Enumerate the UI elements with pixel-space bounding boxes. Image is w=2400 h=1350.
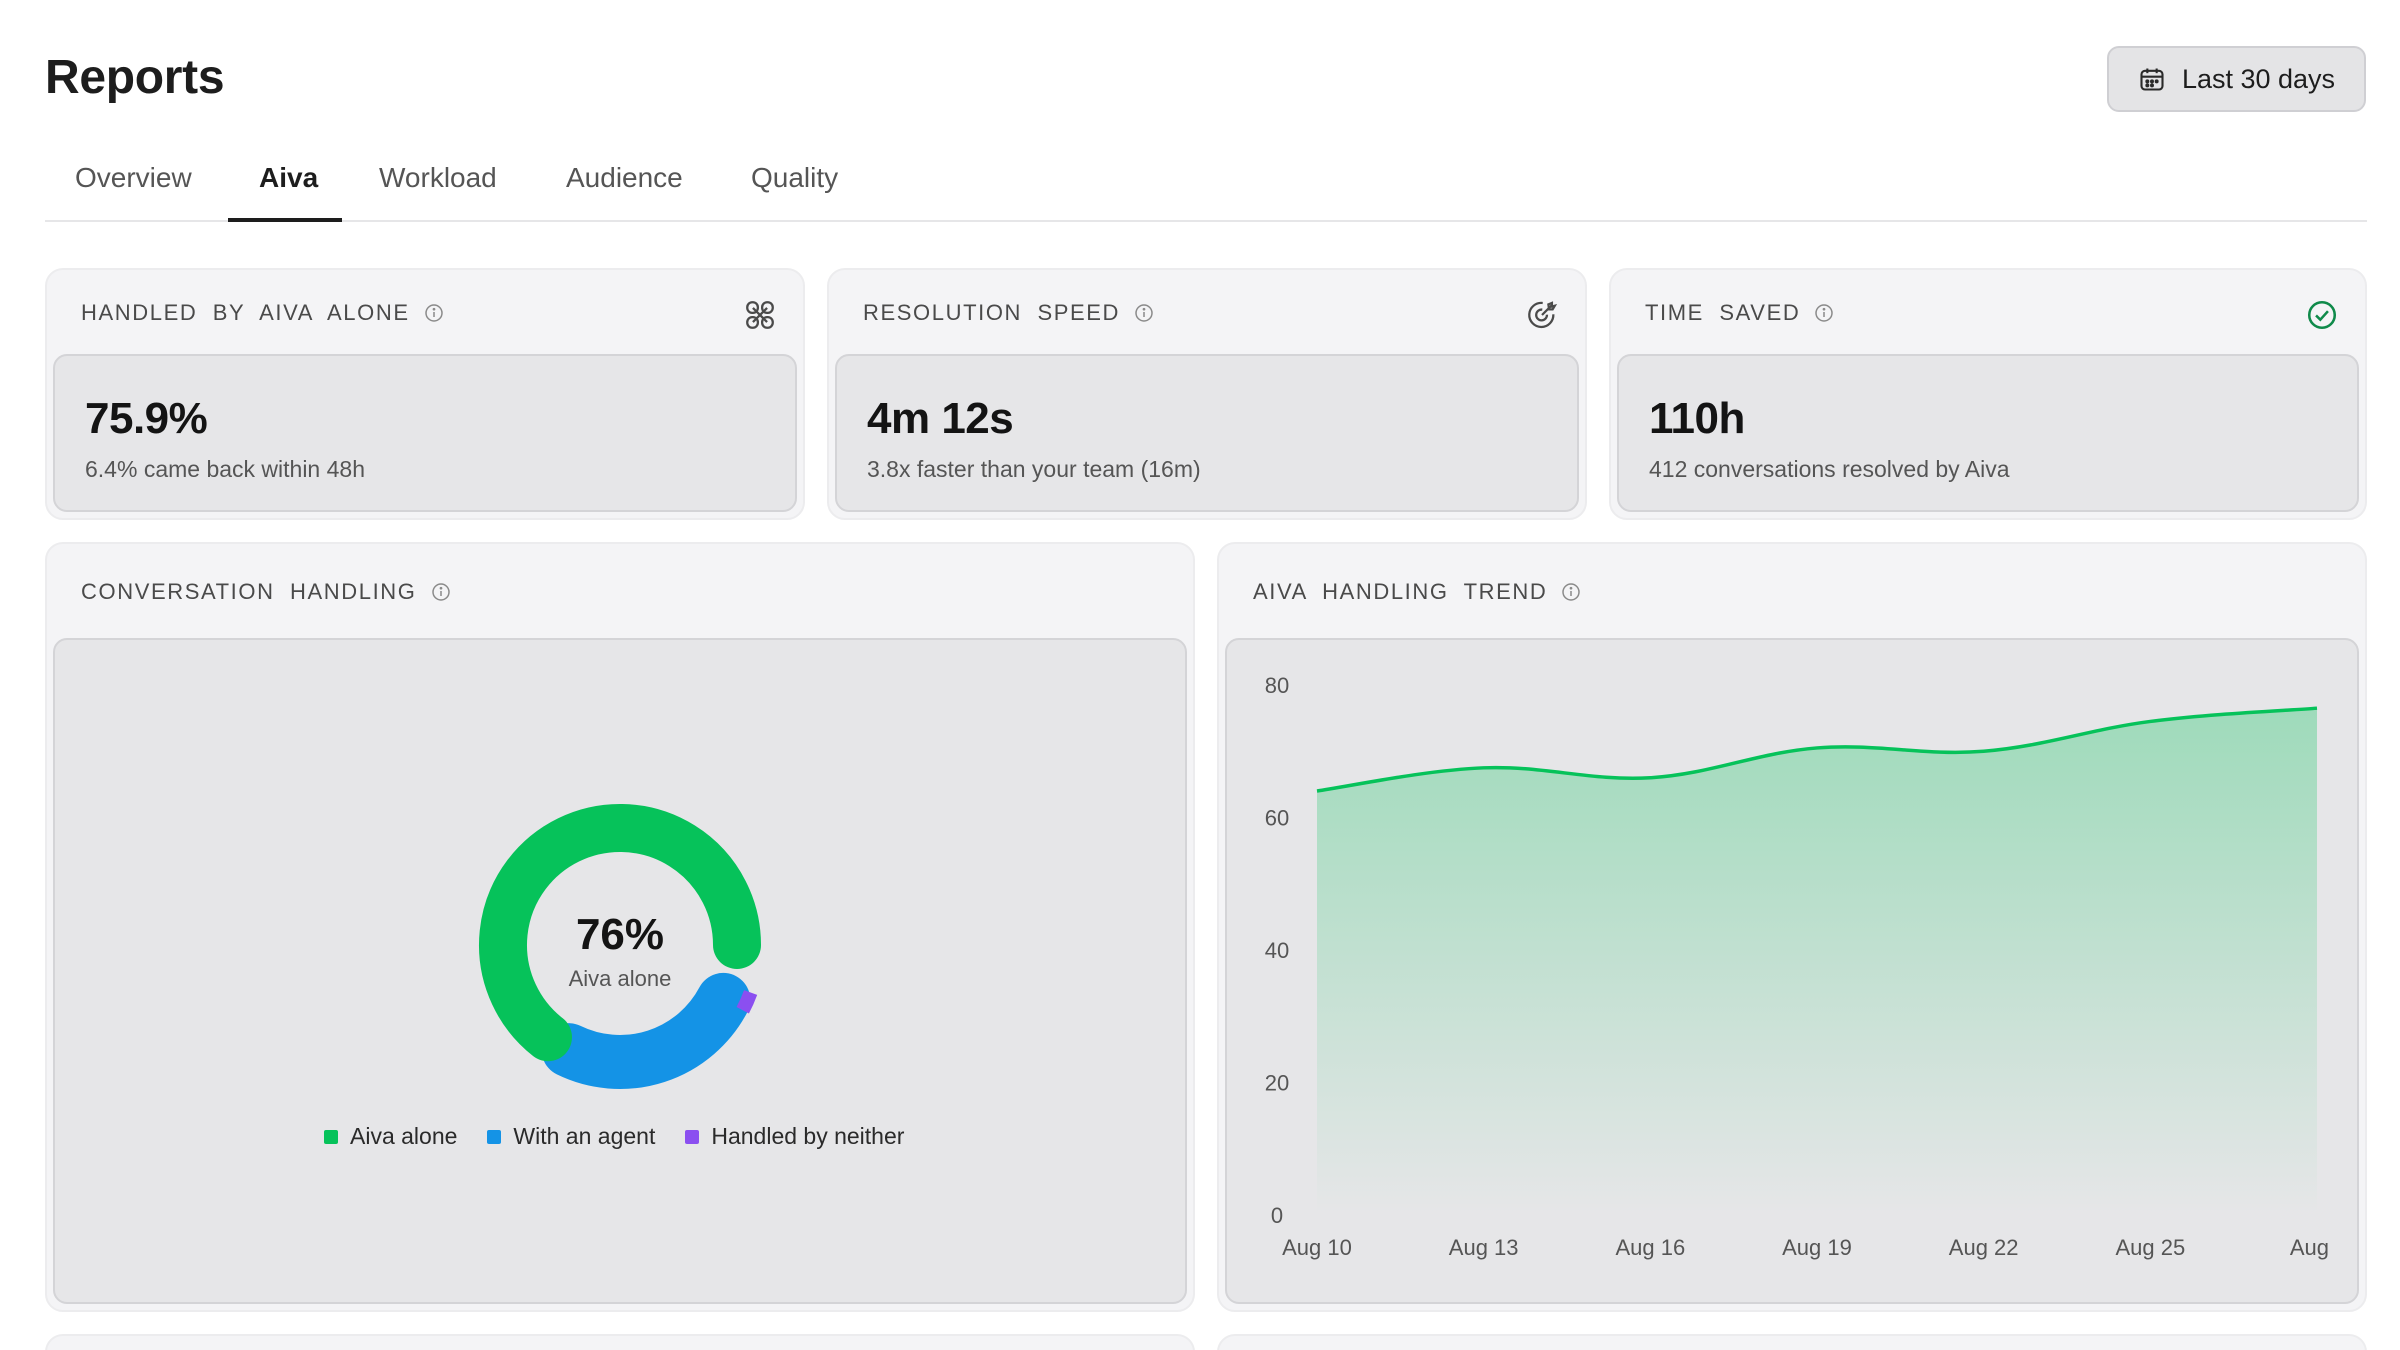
card-title: AIVA HANDLING TREND: [1253, 579, 1548, 604]
chart-body: [53, 638, 1187, 1304]
x-tick-label: Aug 13: [1449, 1235, 1519, 1260]
y-tick-label: 20: [1265, 1071, 1289, 1096]
legend-swatch: [685, 1129, 700, 1144]
info-icon[interactable]: [431, 582, 451, 602]
tab-bar: Overview Aiva Workload Audience Quality: [45, 150, 2367, 222]
x-tick-label: Aug 16: [1615, 1235, 1685, 1260]
x-tick-label: Aug 19: [1782, 1235, 1852, 1260]
tab-workload[interactable]: Workload: [379, 162, 497, 193]
metric-body: 110h 412 conversations resolved by Aiva: [1617, 354, 2359, 512]
card-header: RESOLUTION SPEED: [863, 300, 1154, 326]
calendar-icon: [2140, 68, 2164, 91]
check-circle-icon: [2307, 300, 2337, 330]
conversation-handling-card: CONVERSATION HANDLING: [45, 542, 1195, 1312]
x-tick-label: Aug 22: [1949, 1235, 2019, 1260]
legend-item-with-agent: With an agent: [487, 1123, 655, 1150]
area-chart: 0 20 40 60 80 Aug 10 Aug 13 Aug 16 Aug 19 Aug 22 A…: [1265, 673, 2329, 1260]
donut-chart: [479, 804, 761, 1089]
donut-legend: Aiva alone With an agent Handled by neit…: [324, 1123, 904, 1150]
card-title: TIME SAVED: [1645, 300, 1801, 325]
bottom-card-right: [1217, 1334, 2367, 1350]
metric-value: 4m 12s: [867, 394, 1014, 443]
donut-center-label: Aiva alone: [568, 966, 672, 991]
metric-body: 4m 12s 3.8x faster than your team (16m): [835, 354, 1579, 512]
info-icon[interactable]: [1561, 582, 1581, 602]
y-tick-label: 0: [1271, 1203, 1283, 1228]
metric-body: 75.9% 6.4% came back within 48h: [53, 354, 797, 512]
series-line[interactable]: [1316, 706, 2318, 793]
y-tick-label: 60: [1265, 806, 1289, 831]
metric-subtext: 6.4% came back within 48h: [85, 456, 365, 482]
donut-slice-handled-by-neither[interactable]: [736, 990, 758, 1014]
area-fill: [1317, 708, 2317, 1215]
x-tick-label: Aug: [2290, 1235, 2329, 1260]
card-header: CONVERSATION HANDLING: [81, 579, 451, 605]
metric-card-time-saved: TIME SAVED 110h 412 conversations resolv…: [1609, 268, 2367, 520]
bottom-card-left: [45, 1334, 1195, 1350]
legend-item-aiva-alone: Aiva alone: [324, 1123, 457, 1150]
x-tick-label: Aug 10: [1282, 1235, 1352, 1260]
legend-swatch: [487, 1129, 502, 1144]
donut-slice-aiva-alone[interactable]: [479, 804, 761, 1062]
donut-slice-with-an-agent[interactable]: [541, 972, 751, 1089]
info-icon[interactable]: [1814, 303, 1834, 323]
date-range-button[interactable]: Last 30 days: [2107, 46, 2366, 112]
metric-subtext: 3.8x faster than your team (16m): [867, 456, 1201, 482]
tab-audience[interactable]: Audience: [566, 162, 683, 193]
page-title: Reports: [45, 51, 225, 104]
metric-subtext: 412 conversations resolved by Aiva: [1649, 456, 2010, 482]
legend-label: Handled by neither: [711, 1123, 905, 1149]
active-tab-indicator: [228, 218, 342, 222]
metric-value: 110h: [1649, 394, 1745, 443]
legend-swatch: [324, 1129, 338, 1144]
legend-item-handled-by-neither: Handled by neither: [685, 1123, 904, 1150]
x-tick-label: Aug 25: [2115, 1235, 2185, 1260]
info-icon[interactable]: [1134, 303, 1154, 323]
card-header: HANDLED BY AIVA ALONE: [81, 300, 444, 326]
tab-aiva[interactable]: Aiva: [259, 162, 319, 193]
metric-card-handled-alone: HANDLED BY AIVA ALONE 75.9% 6.4% came ba…: [45, 268, 805, 520]
legend-label: Aiva alone: [350, 1123, 458, 1149]
donut-center-value: 76%: [575, 910, 665, 959]
grid-icon: [746, 301, 774, 329]
metric-card-resolution-speed: RESOLUTION SPEED 4m 12s 3.8x faster than…: [827, 268, 1587, 520]
card-title: CONVERSATION HANDLING: [81, 579, 417, 604]
tab-overview[interactable]: Overview: [75, 162, 192, 193]
target-icon: [1528, 301, 1558, 329]
card-title: HANDLED BY AIVA ALONE: [81, 300, 410, 325]
date-range-label: Last 30 days: [2181, 63, 2336, 94]
y-tick-label: 80: [1265, 673, 1289, 698]
legend-label: With an agent: [513, 1123, 656, 1149]
card-header: AIVA HANDLING TREND: [1253, 579, 1581, 605]
y-tick-label: 40: [1265, 938, 1289, 963]
info-icon[interactable]: [424, 303, 444, 323]
metric-value: 75.9%: [85, 394, 208, 443]
card-header: TIME SAVED: [1645, 300, 1834, 326]
card-title: RESOLUTION SPEED: [863, 300, 1121, 325]
tab-quality[interactable]: Quality: [751, 162, 839, 193]
